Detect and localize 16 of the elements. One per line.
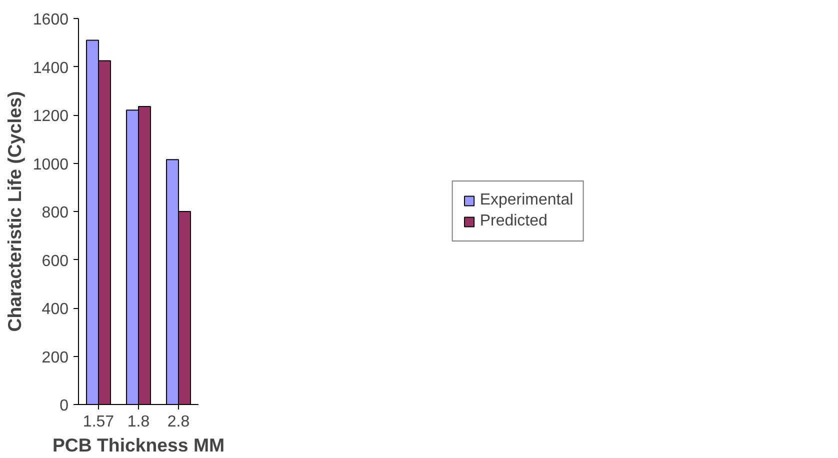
y-tick-label: 1600 bbox=[32, 12, 69, 28]
x-axis-title: PCB Thickness MM bbox=[52, 434, 225, 456]
y-axis-title: Characteristic Life (Cycles) bbox=[4, 91, 25, 332]
y-tick-label: 0 bbox=[60, 398, 69, 414]
y-tick-label: 200 bbox=[42, 349, 69, 366]
x-tick-label: 2.8 bbox=[167, 414, 190, 430]
y-tick-label: 600 bbox=[42, 252, 69, 270]
y-tick-label: 1200 bbox=[32, 108, 69, 125]
y-tick-label: 1000 bbox=[32, 156, 69, 174]
y-tick-label: 400 bbox=[42, 301, 69, 318]
x-tick-label: 1.8 bbox=[127, 414, 150, 430]
y-tick-label: 800 bbox=[42, 204, 69, 222]
x-tick-label: 1.57 bbox=[82, 414, 114, 430]
y-tick-label: 1400 bbox=[32, 60, 69, 77]
legend-label: Predicted bbox=[480, 212, 548, 230]
legend-label: Experimental bbox=[480, 192, 574, 210]
